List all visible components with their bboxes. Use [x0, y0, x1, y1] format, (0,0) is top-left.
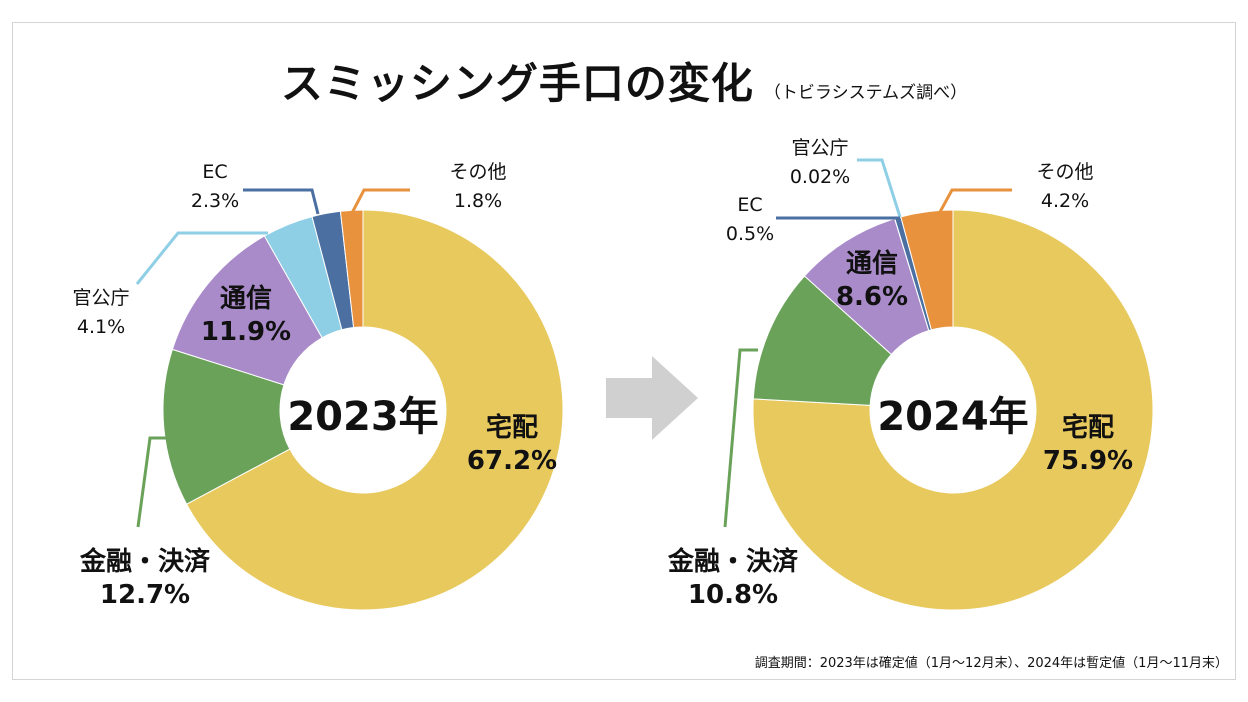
chart-title: スミッシング手口の変化 （トビラシステムズ調べ） — [0, 50, 1248, 111]
leader-line-gov-2024 — [857, 158, 902, 218]
donut-2023年 — [162, 209, 564, 611]
label-ec-2023: EC 2.3% — [191, 158, 239, 216]
label-delivery-2023: 宅配 67.2% — [467, 412, 557, 478]
footnote: 調査期間：2023年は確定値（1月～12月末）、2024年は暫定値（1月～11月… — [754, 656, 1228, 671]
value: 67.2% — [466, 446, 558, 476]
leader-line-gov-2023 — [135, 231, 268, 285]
chart-frame — [12, 22, 1236, 680]
label-ec-2024: EC 0.5% — [726, 191, 774, 249]
label-other-2024: その他 4.2% — [1036, 158, 1093, 216]
leader-line-other-2024 — [938, 188, 1012, 213]
category: その他 — [449, 161, 507, 183]
label-delivery-2024: 宅配 75.9% — [1043, 412, 1133, 478]
label-other-2023: その他 1.8% — [449, 158, 506, 216]
value: 8.6% — [835, 282, 909, 312]
value: 75.9% — [1042, 446, 1134, 476]
leader-line-other-2023 — [350, 188, 410, 214]
leader-line-finance-2024 — [723, 348, 758, 528]
value: 11.9% — [200, 317, 292, 347]
slice-金融・決済 — [162, 348, 291, 505]
category: EC — [737, 194, 763, 216]
transition-arrow — [606, 356, 698, 440]
value: 0.02% — [789, 166, 851, 188]
value: 10.8% — [687, 580, 779, 610]
category: EC — [202, 161, 228, 183]
category: 通信 — [845, 249, 899, 279]
label-finance-2024: 金融・決済 10.8% — [668, 546, 798, 612]
center-label-2024: 2024年 — [877, 394, 1029, 440]
value: 1.8% — [453, 190, 503, 212]
value: 4.1% — [76, 316, 126, 338]
category: 宅配 — [1061, 413, 1115, 443]
category: その他 — [1036, 161, 1094, 183]
label-telecom-2024: 通信 8.6% — [836, 248, 908, 314]
category: 官公庁 — [72, 287, 130, 309]
label-gov-2024: 官公庁 0.02% — [790, 134, 850, 192]
donut-2024年 — [752, 209, 1154, 611]
leader-line-finance-2023 — [136, 436, 166, 528]
slice-その他 — [339, 209, 364, 329]
value: 4.2% — [1040, 190, 1090, 212]
center-label-2023: 2023年 — [287, 394, 439, 440]
label-finance-2023: 金融・決済 12.7% — [80, 546, 210, 612]
slice-その他 — [900, 209, 954, 331]
label-gov-2023: 官公庁 4.1% — [72, 284, 129, 342]
leader-line-ec-2023 — [243, 188, 320, 215]
subtitle: （トビラシステムズ調べ） — [763, 83, 968, 103]
category: 宅配 — [485, 413, 539, 443]
category: 金融・決済 — [667, 547, 799, 577]
category: 官公庁 — [791, 137, 849, 159]
label-telecom-2023: 通信 11.9% — [201, 283, 291, 349]
value: 2.3% — [190, 190, 240, 212]
category: 金融・決済 — [79, 547, 211, 577]
value: 0.5% — [725, 223, 775, 245]
title-text: スミッシング手口の変化 — [280, 59, 754, 108]
slice-宅配 — [185, 209, 564, 611]
slice-宅配 — [752, 209, 1154, 611]
value: 12.7% — [99, 580, 191, 610]
category: 通信 — [219, 284, 273, 314]
